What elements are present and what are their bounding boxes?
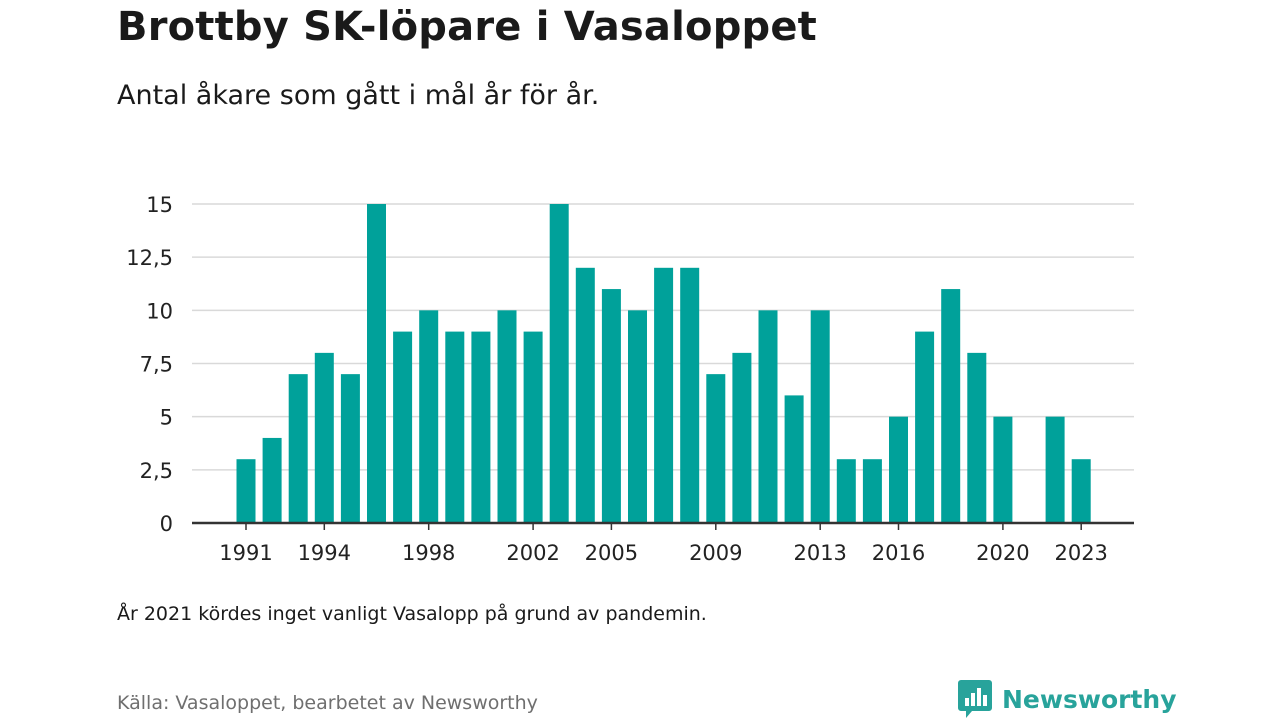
bar-2003 <box>549 204 569 523</box>
bar-2001 <box>497 310 517 523</box>
newsworthy-chart-bubble-icon <box>958 680 992 718</box>
y-tick-label: 10 <box>146 299 173 323</box>
x-tick-label: 1998 <box>402 541 455 565</box>
y-tick-label: 5 <box>160 406 173 430</box>
bar-2016 <box>889 416 908 523</box>
footnote: År 2021 kördes inget vanligt Vasalopp på… <box>117 603 707 625</box>
bar-1996 <box>367 204 386 523</box>
bar-2000 <box>471 331 491 523</box>
y-tick-label: 0 <box>160 512 173 536</box>
chart-title: Brottby SK-löpare i Vasaloppet <box>117 4 818 50</box>
bar-1994 <box>314 352 334 523</box>
bar-2002 <box>523 331 543 523</box>
x-tick-label: 2016 <box>872 541 925 565</box>
y-tick-label: 7,5 <box>140 353 173 377</box>
x-tick-label: 2023 <box>1054 541 1107 565</box>
newsworthy-logo: Newsworthy <box>958 680 1177 718</box>
chart-subtitle: Antal åkare som gått i mål år för år. <box>117 80 600 111</box>
bar-2012 <box>784 395 804 523</box>
bar-1993 <box>288 374 308 523</box>
axes: 0 2,5 5 7,5 10 12,5 15 1991 1994 1998 2002 2005 2009… <box>126 193 1134 565</box>
bar-1995 <box>340 374 360 523</box>
bar-2010 <box>732 352 752 523</box>
bars <box>236 204 1091 523</box>
y-tick-label: 15 <box>146 193 173 217</box>
brand-name: Newsworthy <box>1002 684 1177 714</box>
bar-2018 <box>941 289 961 523</box>
y-tick-label: 12,5 <box>126 246 173 270</box>
x-tick-label: 2005 <box>585 541 638 565</box>
x-tick-label: 2002 <box>506 541 559 565</box>
bar-2008 <box>680 267 700 523</box>
bar-2004 <box>575 267 595 523</box>
bar-2013 <box>810 310 830 523</box>
bar-2023 <box>1071 459 1091 523</box>
bar-2006 <box>628 310 647 523</box>
y-tick-label: 2,5 <box>140 459 173 483</box>
bar-2005 <box>601 289 621 523</box>
x-tick-label: 2009 <box>689 541 742 565</box>
bar-1991 <box>236 459 256 523</box>
bar-2011 <box>758 310 778 523</box>
bar-1997 <box>393 331 413 523</box>
bar-2020 <box>993 416 1013 523</box>
source-text: Källa: Vasaloppet, bearbetet av Newswort… <box>117 692 538 714</box>
bar-1998 <box>419 310 439 523</box>
x-tick-label: 1994 <box>298 541 351 565</box>
x-tick-label: 2013 <box>793 541 846 565</box>
x-tick-label: 1991 <box>219 541 272 565</box>
bar-2014 <box>836 459 856 523</box>
bar-2015 <box>862 459 882 523</box>
bar-2009 <box>706 374 726 523</box>
bar-2019 <box>967 352 987 523</box>
bar-2022 <box>1045 416 1065 523</box>
bar-1999 <box>445 331 465 523</box>
bar-2007 <box>654 267 674 523</box>
x-tick-label: 2020 <box>976 541 1029 565</box>
bar-chart: 0 2,5 5 7,5 10 12,5 15 1991 1994 1998 2002 2005 2009… <box>126 193 1134 565</box>
bar-2017 <box>915 331 935 523</box>
bar-1992 <box>262 437 282 523</box>
